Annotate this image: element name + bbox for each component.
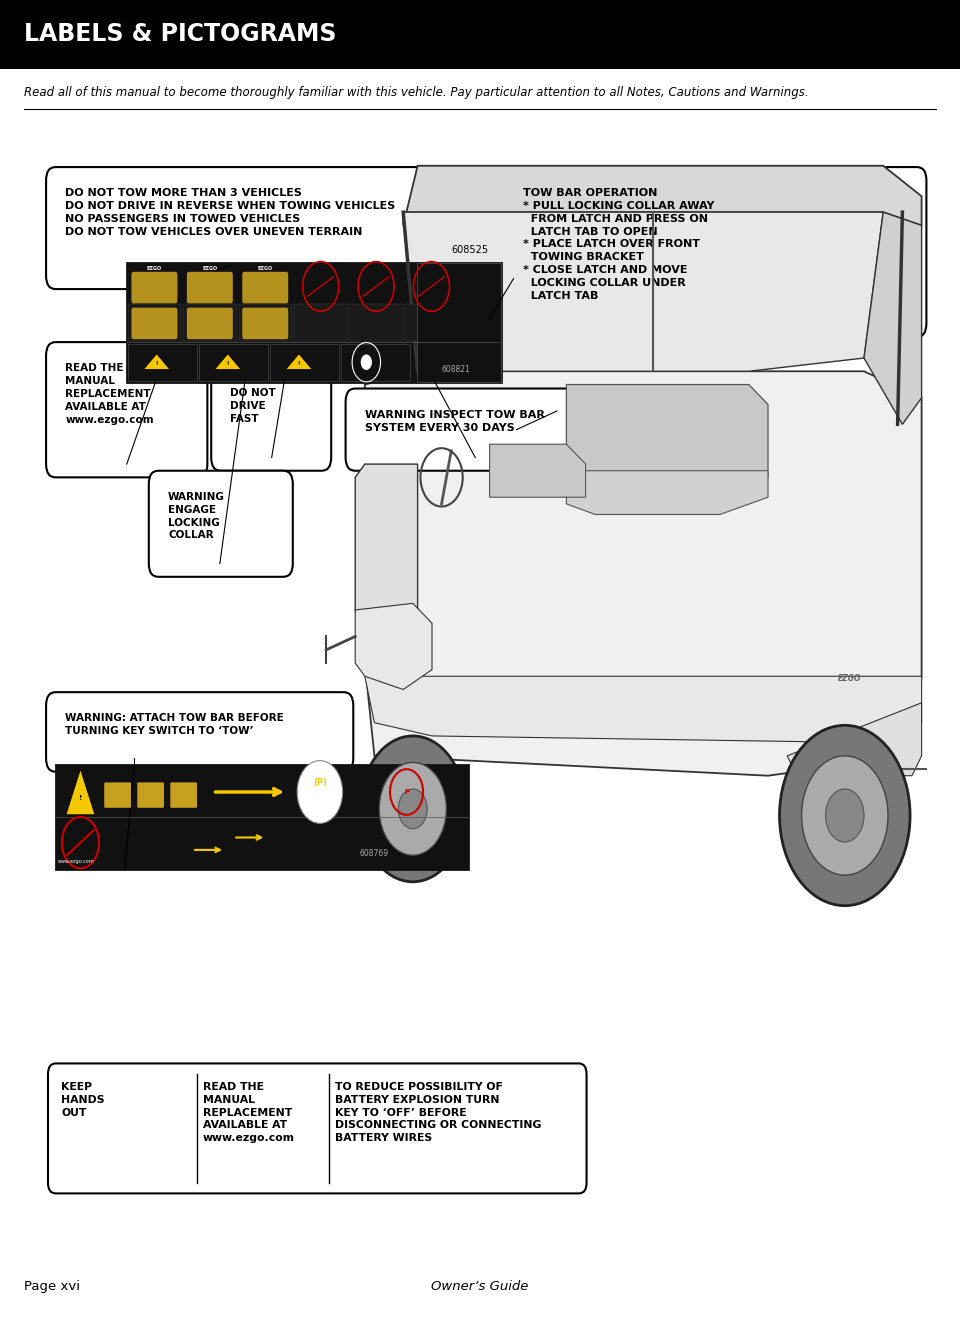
FancyBboxPatch shape (405, 304, 458, 341)
Text: READ THE
MANUAL
REPLACEMENT
AVAILABLE AT
www.ezgo.com: READ THE MANUAL REPLACEMENT AVAILABLE AT… (65, 363, 154, 424)
Circle shape (826, 789, 864, 842)
FancyBboxPatch shape (149, 471, 293, 577)
FancyBboxPatch shape (346, 389, 600, 471)
FancyBboxPatch shape (294, 304, 348, 341)
FancyBboxPatch shape (56, 765, 468, 869)
Text: KEEP
HANDS
OUT: KEEP HANDS OUT (61, 1082, 105, 1118)
Text: Page xvi: Page xvi (24, 1280, 80, 1293)
Polygon shape (864, 212, 922, 424)
Polygon shape (490, 444, 586, 497)
Circle shape (802, 756, 888, 875)
FancyBboxPatch shape (46, 692, 353, 772)
Text: !: ! (227, 361, 229, 366)
Text: DO NOT TOW MORE THAN 3 VEHICLES
DO NOT DRIVE IN REVERSE WHEN TOWING VEHICLES
NO : DO NOT TOW MORE THAN 3 VEHICLES DO NOT D… (65, 188, 396, 237)
FancyBboxPatch shape (0, 0, 960, 69)
Text: WARNING
DO NOT
DRIVE
FAST: WARNING DO NOT DRIVE FAST (230, 375, 287, 424)
Text: www.ezgo.com: www.ezgo.com (58, 859, 94, 865)
Text: Read all of this manual to become thoroughly familiar with this vehicle. Pay par: Read all of this manual to become thorou… (24, 86, 808, 99)
Text: EZGO: EZGO (203, 267, 217, 271)
FancyBboxPatch shape (242, 308, 288, 339)
FancyBboxPatch shape (199, 343, 268, 381)
FancyBboxPatch shape (105, 782, 131, 808)
Circle shape (360, 736, 466, 882)
Circle shape (780, 725, 910, 906)
FancyBboxPatch shape (187, 308, 233, 339)
Text: LABELS & PICTOGRAMS: LABELS & PICTOGRAMS (24, 23, 337, 46)
Polygon shape (365, 676, 922, 743)
FancyBboxPatch shape (137, 782, 164, 808)
Polygon shape (286, 354, 312, 370)
FancyBboxPatch shape (211, 354, 331, 471)
FancyBboxPatch shape (46, 167, 464, 289)
FancyBboxPatch shape (128, 304, 181, 341)
FancyBboxPatch shape (504, 167, 926, 337)
FancyBboxPatch shape (238, 304, 292, 341)
Text: TOW BAR OPERATION
* PULL LOCKING COLLAR AWAY
  FROM LATCH AND PRESS ON
  LATCH T: TOW BAR OPERATION * PULL LOCKING COLLAR … (523, 188, 714, 301)
Text: WARNING: ATTACH TOW BAR BEFORE
TURNING KEY SWITCH TO ‘TOW’: WARNING: ATTACH TOW BAR BEFORE TURNING K… (65, 713, 284, 736)
FancyBboxPatch shape (242, 272, 288, 304)
FancyBboxPatch shape (127, 263, 501, 382)
Text: WARNING
ENGAGE
LOCKING
COLLAR: WARNING ENGAGE LOCKING COLLAR (168, 492, 225, 541)
Circle shape (361, 354, 372, 370)
Circle shape (298, 761, 343, 823)
Text: !: ! (298, 361, 300, 366)
Text: 608769: 608769 (360, 849, 389, 858)
FancyBboxPatch shape (349, 304, 403, 341)
FancyBboxPatch shape (48, 1063, 587, 1193)
Text: !: ! (79, 796, 82, 801)
Polygon shape (215, 354, 241, 370)
Polygon shape (355, 464, 418, 663)
Text: TO REDUCE POSSIBILITY OF
BATTERY EXPLOSION TURN
KEY TO ‘OFF’ BEFORE
DISCONNECTIN: TO REDUCE POSSIBILITY OF BATTERY EXPLOSI… (335, 1082, 541, 1143)
Polygon shape (144, 354, 170, 370)
FancyBboxPatch shape (132, 308, 178, 339)
FancyBboxPatch shape (46, 342, 207, 477)
FancyBboxPatch shape (341, 343, 410, 381)
Text: 608821: 608821 (442, 365, 470, 374)
Text: (P): (P) (313, 777, 326, 786)
Text: !: ! (156, 361, 158, 366)
Polygon shape (403, 166, 922, 225)
Polygon shape (787, 703, 922, 776)
FancyBboxPatch shape (128, 343, 197, 381)
Polygon shape (355, 603, 432, 690)
Polygon shape (566, 385, 768, 477)
Text: EZGO: EZGO (838, 675, 861, 683)
Text: Owner’s Guide: Owner’s Guide (431, 1280, 529, 1293)
Text: P: P (404, 789, 409, 796)
Text: WARNING INSPECT TOW BAR
SYSTEM EVERY 30 DAYS: WARNING INSPECT TOW BAR SYSTEM EVERY 30 … (365, 410, 544, 432)
Text: EZGO: EZGO (147, 267, 162, 271)
Text: 608525: 608525 (451, 244, 489, 255)
Text: EZGO: EZGO (257, 267, 273, 271)
FancyBboxPatch shape (170, 782, 197, 808)
Text: READ THE
MANUAL
REPLACEMENT
AVAILABLE AT
www.ezgo.com: READ THE MANUAL REPLACEMENT AVAILABLE AT… (203, 1082, 295, 1143)
FancyBboxPatch shape (187, 272, 233, 304)
FancyBboxPatch shape (417, 263, 501, 382)
Polygon shape (66, 769, 95, 814)
Polygon shape (566, 471, 768, 514)
FancyBboxPatch shape (132, 272, 178, 304)
FancyBboxPatch shape (270, 343, 339, 381)
Polygon shape (403, 212, 883, 371)
Polygon shape (365, 371, 922, 776)
Circle shape (379, 762, 446, 855)
Circle shape (398, 789, 427, 829)
FancyBboxPatch shape (183, 304, 236, 341)
